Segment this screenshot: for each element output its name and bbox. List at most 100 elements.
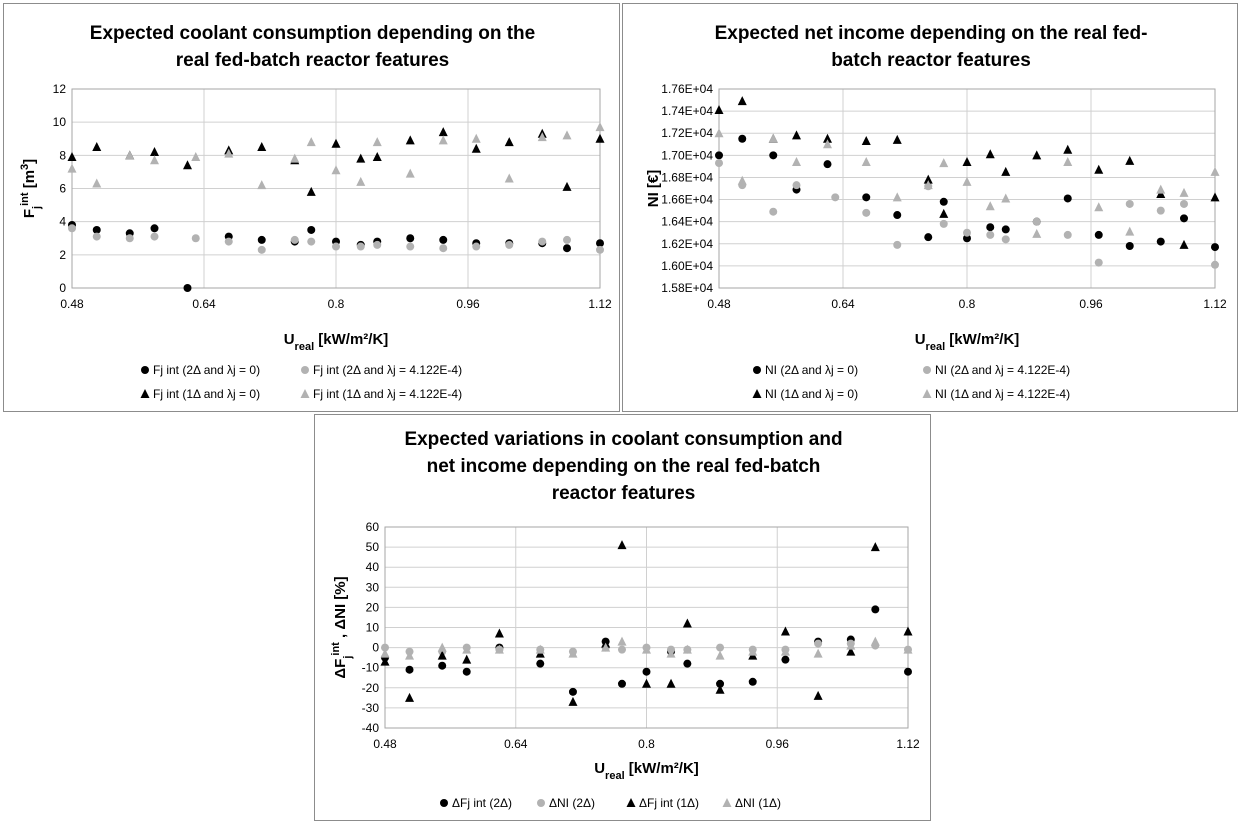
data-point: [494, 644, 504, 654]
chart-panel-net-income: Expected net income depending on the rea…: [622, 3, 1238, 412]
legend-label: Fj int (2Δ and λj = 4.122E-4): [313, 363, 462, 377]
data-point: [1125, 226, 1135, 236]
y-tick-label: 1.74E+04: [661, 104, 713, 118]
data-point: [813, 648, 823, 658]
data-point: [67, 151, 77, 161]
chart-title-line: batch reactor features: [831, 50, 1031, 71]
y-tick-label: 4: [59, 215, 66, 229]
legend-entry: Fj int (2Δ and λj = 0): [141, 363, 260, 377]
data-point: [716, 643, 725, 652]
data-point: [1063, 194, 1072, 203]
data-point: [939, 158, 949, 168]
x-tick-label: 0.8: [959, 297, 976, 311]
data-point: [562, 181, 572, 191]
y-tick-label: -10: [362, 661, 380, 675]
legend-entry: NI (2Δ and λj = 4.122E-4): [923, 363, 1070, 377]
data-point: [191, 234, 200, 243]
data-point: [306, 137, 316, 147]
y-tick-label: -30: [362, 701, 380, 715]
legend-label: NI (2Δ and λj = 4.122E-4): [935, 363, 1070, 377]
x-axis-title: Ureal [kW/m²/K]: [594, 760, 699, 782]
data-point: [307, 225, 316, 234]
data-point: [831, 193, 840, 202]
data-point: [563, 235, 571, 244]
legend-marker: [140, 389, 150, 398]
data-point: [596, 239, 604, 248]
data-point: [183, 160, 192, 170]
legend-marker: [722, 798, 732, 807]
data-point: [257, 245, 266, 254]
data-point: [769, 207, 778, 216]
data-point: [904, 667, 912, 676]
data-point: [846, 646, 856, 656]
data-point: [92, 178, 102, 188]
y-tick-label: 30: [366, 580, 380, 594]
data-point: [715, 151, 723, 160]
legend-entry: NI (1Δ and λj = 0): [752, 387, 858, 401]
y-tick-label: -40: [362, 721, 380, 735]
data-point: [1094, 164, 1104, 174]
data-point: [738, 134, 747, 143]
x-axis-title: Ureal [kW/m²/K]: [284, 331, 389, 353]
y-tick-label: 60: [366, 520, 380, 534]
data-point: [1001, 235, 1010, 244]
chart-title-line: Expected variations in coolant consumpti…: [404, 429, 842, 450]
data-point: [331, 138, 341, 148]
legend-marker: [300, 389, 310, 398]
data-point: [224, 148, 234, 158]
data-point: [224, 237, 233, 246]
data-point: [439, 244, 448, 253]
y-tick-label: 6: [59, 182, 66, 196]
x-tick-label: 0.8: [638, 737, 655, 751]
data-point: [963, 228, 971, 237]
data-point: [537, 132, 547, 142]
y-tick-label: 1.62E+04: [661, 237, 713, 251]
data-point: [861, 135, 871, 145]
data-point: [356, 153, 366, 163]
data-point: [601, 642, 611, 652]
data-point: [714, 128, 724, 138]
data-point: [1063, 144, 1073, 154]
x-tick-label: 0.48: [60, 297, 84, 311]
data-point: [562, 130, 572, 140]
plot-area: [71, 88, 601, 289]
chart-title-line: reactor features: [552, 483, 696, 504]
data-point: [290, 235, 299, 244]
data-point: [1156, 237, 1165, 246]
x-tick-label: 0.64: [504, 737, 528, 751]
data-point: [892, 192, 902, 202]
data-point: [642, 644, 651, 654]
data-point: [871, 605, 880, 614]
data-point: [716, 679, 725, 688]
data-point: [715, 650, 725, 660]
data-point: [125, 234, 134, 243]
y-tick-label: -20: [362, 681, 380, 695]
data-point: [823, 160, 832, 169]
x-tick-label: 1.12: [588, 297, 612, 311]
data-point: [306, 186, 316, 196]
data-point: [406, 242, 415, 251]
data-point: [504, 173, 514, 183]
data-point: [67, 163, 77, 173]
data-point: [714, 105, 724, 115]
data-point: [183, 284, 192, 292]
data-point: [438, 661, 447, 670]
data-point: [986, 230, 995, 239]
data-point: [1001, 166, 1011, 176]
data-point: [985, 149, 995, 159]
data-point: [813, 690, 823, 700]
legend-marker: [301, 366, 309, 374]
data-point: [1032, 150, 1042, 160]
data-point: [150, 147, 159, 157]
data-point: [1180, 199, 1188, 208]
data-point: [471, 133, 481, 143]
legend-marker: [923, 366, 931, 374]
chart-title-line: real fed-batch reactor features: [176, 50, 450, 71]
y-tick-label: 0: [59, 281, 66, 295]
data-point: [596, 245, 604, 254]
x-tick-label: 0.96: [456, 297, 480, 311]
legend-label: ΔNI (1Δ): [735, 796, 781, 810]
data-point: [471, 143, 481, 153]
data-point: [939, 219, 948, 228]
data-point: [438, 135, 448, 145]
